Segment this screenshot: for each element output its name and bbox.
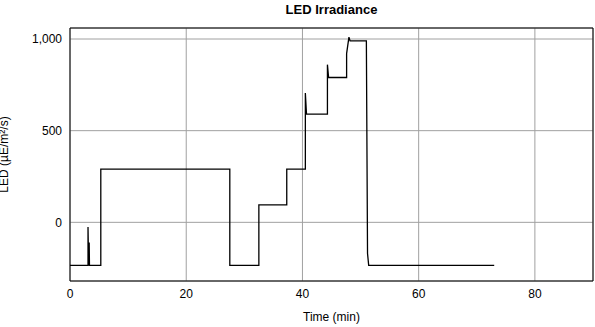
svg-text:0: 0: [55, 216, 62, 230]
svg-text:20: 20: [180, 287, 194, 301]
svg-text:80: 80: [528, 287, 542, 301]
svg-text:500: 500: [42, 124, 62, 138]
svg-text:0: 0: [67, 287, 74, 301]
svg-text:1,000: 1,000: [32, 32, 62, 46]
svg-text:60: 60: [412, 287, 426, 301]
svg-text:LED (µE/m²/s): LED (µE/m²/s): [8, 116, 11, 192]
svg-text:40: 40: [296, 287, 310, 301]
html-text:LED Irradiance: LED Irradiance: [285, 2, 378, 17]
svg-text:Time (min): Time (min): [303, 310, 360, 324]
